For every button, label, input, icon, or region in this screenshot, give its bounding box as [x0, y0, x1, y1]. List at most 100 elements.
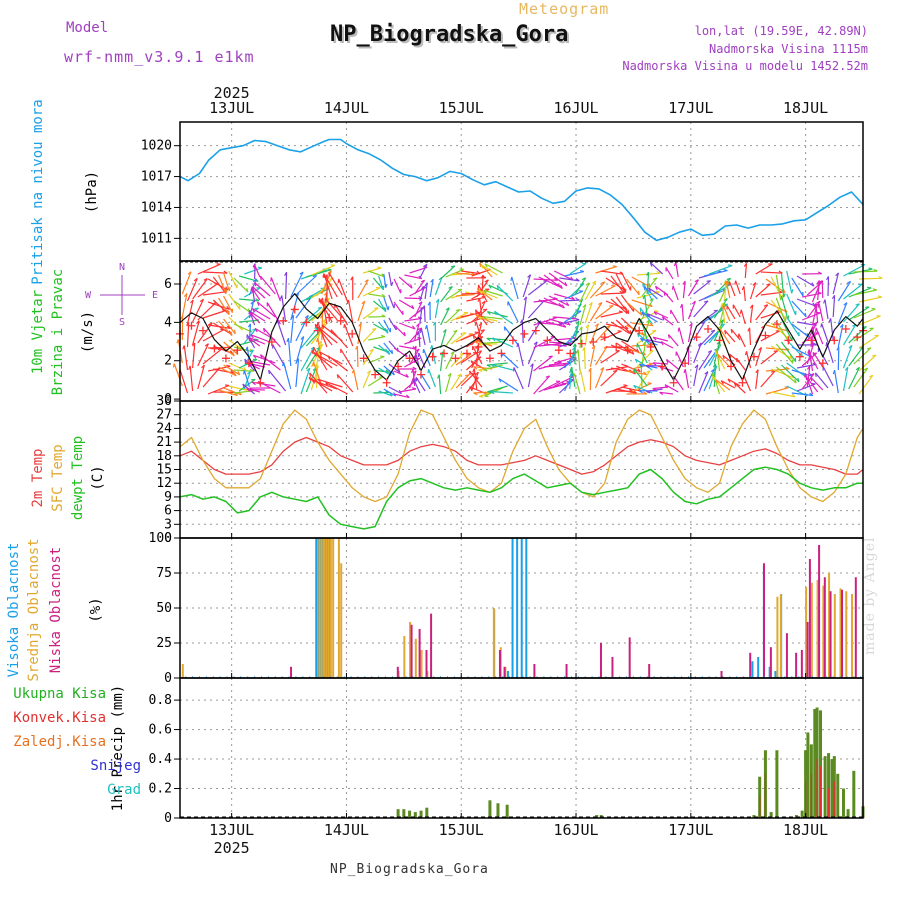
wind-barb-head	[825, 342, 828, 347]
wind-barb	[295, 275, 318, 296]
wind-barb-head	[413, 345, 417, 350]
wind-barb	[378, 344, 391, 355]
wind-barb-head	[648, 362, 653, 365]
wind-barb	[393, 301, 404, 316]
wind-barb-head	[364, 279, 369, 283]
wind-barb-head	[385, 283, 388, 288]
wind-barb-head	[486, 311, 491, 315]
wind-barb-head	[659, 391, 664, 396]
wind-barb	[818, 303, 824, 322]
wind-barb-head	[694, 364, 699, 369]
wind-barb	[626, 301, 643, 316]
wind-barb-head	[585, 324, 589, 329]
wind-barb	[362, 307, 379, 320]
frame-layer	[100, 121, 864, 819]
wind-barb	[217, 297, 230, 316]
wind-barb	[832, 272, 839, 295]
wind-barb-head	[377, 266, 382, 269]
wind-barb-head	[488, 284, 492, 289]
wind-barb-head	[771, 370, 776, 373]
wind-barb	[197, 322, 213, 344]
wind-barb	[223, 318, 236, 335]
station-title-shadow: NP_Biogradska_Gora	[332, 24, 571, 49]
wind-barb-head	[652, 388, 657, 391]
wind-barb-head	[322, 318, 327, 323]
wind-barb-head	[437, 374, 440, 379]
y-tick-label: 0	[164, 392, 172, 407]
wind-barb	[708, 344, 722, 367]
wind-barb-head	[843, 302, 848, 306]
wind-barb	[300, 287, 325, 303]
wind-gust-marker	[520, 329, 529, 338]
wind-barb	[837, 346, 840, 371]
wind-barb-head	[855, 366, 860, 371]
wind-barb	[383, 296, 389, 311]
wind-barb-head	[424, 325, 428, 330]
wind-barb-head	[713, 309, 718, 312]
wind-barb-head	[405, 394, 410, 399]
wind-barb	[698, 371, 709, 394]
wind-barb-head	[467, 353, 472, 356]
wind-barb	[853, 308, 876, 319]
wind-gust-marker	[761, 331, 770, 340]
wind-barb	[186, 278, 198, 302]
wind-barb-head	[480, 264, 484, 269]
wind-barb-head	[324, 298, 327, 303]
wind-barb-head	[390, 281, 394, 286]
wind-barb	[460, 331, 479, 341]
wind-barb	[605, 277, 626, 291]
wind-barb	[715, 379, 731, 391]
wind-barb-head	[380, 355, 385, 358]
wind-barb-head	[311, 350, 314, 355]
wind-barb	[755, 263, 773, 275]
wind-barb	[260, 275, 276, 295]
wind-barb	[445, 351, 455, 370]
wind-barb-head	[279, 295, 283, 300]
wind-barb	[805, 375, 819, 393]
wind-barb	[631, 299, 653, 308]
wind-barb	[641, 341, 647, 366]
wind-barb	[472, 345, 483, 365]
bottom-date-tick-label: 17JUL	[668, 821, 713, 839]
wind-barb	[736, 357, 746, 371]
wind-barb	[218, 320, 233, 337]
wind-barb	[728, 281, 736, 297]
wind-barb-head	[848, 344, 853, 349]
wind-barb-head	[783, 293, 786, 298]
wind-barb-head	[479, 290, 483, 295]
wind-barb	[327, 355, 348, 372]
y-tick-label: 27	[156, 408, 172, 423]
wind-gust-marker	[485, 354, 494, 363]
wind-barb	[243, 370, 250, 388]
wind-barb-head	[600, 367, 605, 371]
wind-barb-head	[422, 349, 425, 354]
wind-barb-head	[472, 368, 475, 373]
wind-barb	[334, 303, 349, 326]
wind-barb-head	[646, 390, 651, 394]
wind-barb	[543, 297, 565, 309]
wind-barb-head	[639, 311, 643, 316]
y-tick-label: 1014	[141, 200, 172, 215]
wind-barb-head	[257, 266, 262, 269]
wind-barb-head	[475, 309, 477, 314]
wind-barb	[672, 285, 679, 301]
wind-barb-head	[724, 280, 727, 286]
wind-barb	[675, 351, 684, 368]
wind-barb	[295, 336, 305, 365]
wind-barb-head	[479, 395, 484, 398]
wind-barb-head	[254, 328, 258, 333]
bottom-date-tick-label: 16JUL	[553, 821, 598, 839]
wind-barb-head	[575, 349, 579, 354]
wind-barb	[414, 279, 426, 295]
wind-barb	[212, 299, 230, 315]
wind-gust-marker	[772, 320, 781, 329]
wind-barb-head	[343, 324, 346, 329]
wind-barb	[659, 391, 674, 395]
wind-barb-head	[643, 286, 646, 291]
wind-barb	[770, 276, 783, 300]
wind-barb	[732, 304, 741, 318]
wind-barb-head	[350, 276, 354, 281]
wind-barb	[189, 365, 194, 392]
wind-barb-head	[872, 288, 877, 291]
